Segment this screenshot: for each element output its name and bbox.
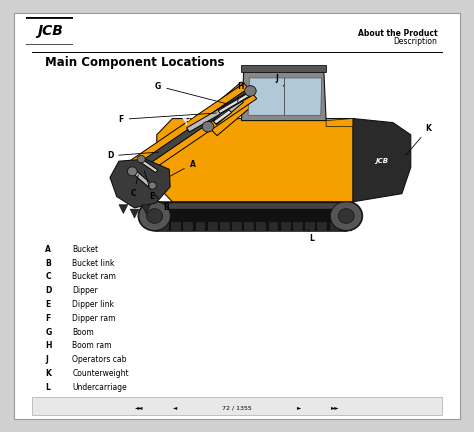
Polygon shape	[187, 92, 251, 132]
Text: JCB: JCB	[182, 110, 199, 126]
Circle shape	[338, 209, 354, 223]
Text: Counterweight: Counterweight	[72, 369, 129, 378]
Text: C: C	[131, 175, 138, 198]
Bar	[244, 222, 254, 231]
Bar	[232, 222, 242, 231]
Polygon shape	[130, 209, 139, 218]
Text: ►►: ►►	[331, 405, 339, 410]
Text: ◄: ◄	[173, 405, 177, 410]
Polygon shape	[126, 83, 257, 179]
Bar	[329, 222, 339, 231]
Polygon shape	[248, 78, 322, 115]
FancyBboxPatch shape	[23, 18, 76, 45]
Text: F: F	[118, 113, 217, 124]
Bar	[342, 222, 352, 231]
Text: J: J	[46, 355, 48, 364]
Text: Boom ram: Boom ram	[72, 341, 112, 350]
Text: K: K	[406, 124, 431, 155]
Text: About the Product: About the Product	[358, 29, 438, 38]
Polygon shape	[142, 205, 151, 213]
Polygon shape	[199, 82, 259, 136]
Circle shape	[148, 182, 156, 189]
Bar	[256, 222, 266, 231]
Text: F: F	[46, 314, 51, 323]
Text: L: L	[46, 383, 50, 392]
Text: Bucket link: Bucket link	[72, 259, 115, 267]
Circle shape	[146, 209, 163, 223]
Bar	[208, 222, 218, 231]
Text: ◄◄: ◄◄	[135, 405, 143, 410]
Text: G: G	[155, 82, 226, 104]
Polygon shape	[110, 159, 170, 208]
Text: G: G	[46, 327, 52, 337]
Text: Figure 3.: Figure 3.	[248, 81, 279, 87]
Text: A: A	[170, 159, 195, 176]
Text: A: A	[46, 245, 51, 254]
Text: Main Component Locations: Main Component Locations	[46, 56, 225, 69]
Text: Dipper: Dipper	[72, 286, 98, 295]
Bar	[155, 201, 346, 231]
Bar	[196, 222, 205, 231]
Text: 72 / 1355: 72 / 1355	[222, 405, 252, 410]
Polygon shape	[241, 72, 326, 121]
Circle shape	[329, 201, 363, 231]
Bar	[159, 222, 169, 231]
Bar	[241, 64, 326, 72]
Text: B: B	[46, 259, 51, 267]
Polygon shape	[353, 118, 411, 202]
Circle shape	[245, 86, 256, 96]
Circle shape	[128, 167, 137, 176]
Text: JCB: JCB	[375, 158, 388, 164]
Text: Operators cab: Operators cab	[72, 355, 127, 364]
Bar	[32, 397, 442, 415]
Bar	[171, 222, 181, 231]
Polygon shape	[213, 110, 232, 124]
Text: Bucket: Bucket	[72, 245, 98, 254]
Text: H: H	[237, 83, 244, 102]
Bar	[293, 222, 303, 231]
Circle shape	[202, 121, 214, 132]
Text: K: K	[46, 369, 51, 378]
Text: ►: ►	[297, 405, 301, 410]
Text: JCB: JCB	[37, 24, 63, 38]
Text: B: B	[153, 193, 169, 213]
Polygon shape	[157, 118, 375, 202]
Circle shape	[139, 202, 170, 230]
Text: D: D	[107, 151, 158, 160]
Text: Bucket ram: Bucket ram	[72, 273, 116, 281]
Bar	[183, 222, 193, 231]
Text: Description: Description	[393, 37, 438, 46]
Polygon shape	[213, 98, 244, 124]
Polygon shape	[119, 205, 128, 213]
Polygon shape	[138, 158, 158, 173]
Text: J: J	[276, 74, 284, 86]
Text: L: L	[308, 230, 314, 243]
Circle shape	[137, 156, 145, 163]
Text: Undercarriage: Undercarriage	[72, 383, 127, 392]
Text: H: H	[46, 341, 52, 350]
Bar	[305, 222, 315, 231]
Text: Dipper ram: Dipper ram	[72, 314, 116, 323]
Bar	[155, 203, 346, 209]
Polygon shape	[205, 88, 254, 130]
Text: Dipper link: Dipper link	[72, 300, 114, 309]
Text: E: E	[144, 171, 155, 201]
Polygon shape	[130, 88, 253, 174]
Polygon shape	[218, 93, 250, 114]
Text: Boom: Boom	[72, 327, 94, 337]
Polygon shape	[326, 118, 353, 127]
Polygon shape	[132, 170, 154, 189]
Text: C: C	[46, 273, 51, 281]
Bar	[281, 222, 291, 231]
Circle shape	[138, 201, 171, 231]
Bar	[220, 222, 230, 231]
Bar	[269, 222, 278, 231]
Text: E: E	[46, 300, 51, 309]
Text: D: D	[46, 286, 52, 295]
Bar	[318, 222, 327, 231]
Circle shape	[330, 202, 362, 230]
